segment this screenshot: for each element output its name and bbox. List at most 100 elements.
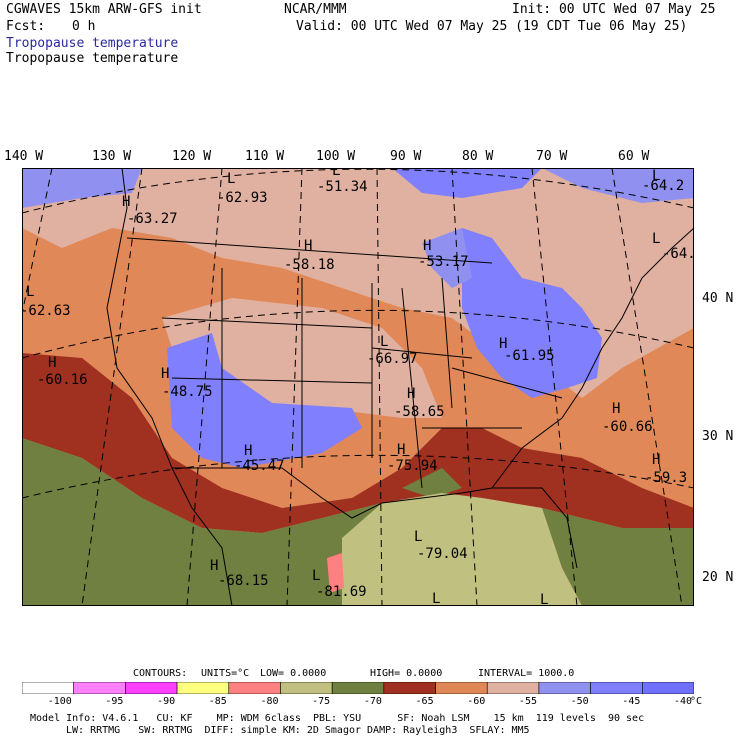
marker-value: -60.16 [37,372,88,388]
marker-letter: H [210,558,218,574]
marker-value: -64.2 [642,178,684,194]
marker-letter: H [499,336,507,352]
lat-label: 30 N [702,429,734,444]
marker-value: -48.75 [162,384,213,400]
marker-value: -63.27 [127,211,178,227]
band-purple-ne [542,168,694,203]
lon-label: 110 W [245,149,285,164]
marker-value: -81.69 [316,584,367,600]
marker-value: -53.17 [418,254,469,270]
colorbar-swatch [435,682,488,694]
marker-letter: H [397,442,405,458]
contours-interval: INTERVAL= 1000.0 [478,668,575,679]
lon-label: 80 W [462,149,494,164]
lon-label: 100 W [316,149,356,164]
colorbar-tick-label: -75 [312,696,331,707]
marker-letter: L [652,231,660,247]
marker-value: -61.95 [504,348,555,364]
colorbar-swatch [538,682,591,694]
contours-units: UNITS=°C [201,668,250,679]
lat-label: 40 N [702,291,734,306]
colorbar-swatch [383,682,436,694]
marker-letter: H [161,366,169,382]
tropopause-temperature-map: L -62.93 L -51.34 L -64.2 H -63.27 H -58… [22,168,694,606]
lon-label: 120 W [172,149,212,164]
band-blue-northeast [462,228,602,398]
field-title: Tropopause temperature [6,51,179,66]
marker-letter: H [122,194,130,210]
colorbar-unit: °C [690,696,703,707]
marker-value: -45.47 [234,458,285,474]
init-time: Init: 00 UTC Wed 07 May 25 [512,2,716,17]
band-lightolive-gulf [342,493,582,606]
band-olive-gulfcoast [402,468,462,498]
colorbar-swatch [486,682,540,694]
lon-label: 140 W [4,149,44,164]
colorbar-tick-label: -45 [622,696,641,707]
colorbar-tick-label: -40 [674,696,693,707]
fcst-value: 0 h [72,19,96,34]
model-title: CGWAVES 15km ARW-GFS init [6,2,202,17]
colorbar-swatch [176,682,230,694]
colorbar-tick-label: -85 [208,696,227,707]
colorbar-swatch [331,682,385,694]
marker-value: -68.15 [218,573,269,589]
marker-value: -59.3 [645,470,687,486]
projection-grid [22,168,694,606]
marker-value: -62.93 [217,190,268,206]
model-info-line2: LW: RRTMG SW: RRTMG DIFF: simple KM: 2D … [66,725,530,736]
colorbar-tick-label: -65 [415,696,434,707]
contours-high: HIGH= 0.0000 [370,668,443,679]
marker-value: -51.34 [317,179,368,195]
colorbar-tick-label: -80 [260,696,279,707]
band-purple-greatlakes [422,228,472,288]
colorbar-tick-label: -95 [105,696,124,707]
lon-label: 70 W [536,149,568,164]
marker-value: -58.65 [394,404,445,420]
colorbar-tick-label: -60 [467,696,486,707]
band-olive-southwest [22,438,402,606]
pressure-markers: L -62.93 L -51.34 L -64.2 H -63.27 H -58… [22,168,694,606]
colorbar-swatch [228,682,281,694]
band-salmon-spot [327,553,344,593]
band-blue-southwest [167,333,362,468]
marker-letter: L [312,568,320,584]
colorbar-swatch [280,682,333,694]
marker-value: -75.94 [387,458,438,474]
marker-letter: L [26,284,34,300]
colorbar-tick-label: -50 [570,696,589,707]
band-olive-southeast [542,508,694,606]
marker-letter: H [244,443,252,459]
marker-letter: L [540,592,548,606]
marker-letter: H [423,238,431,254]
marker-letter: H [612,401,620,417]
model-info-line1: Model Info: V4.6.1 CU: KF MP: WDM 6class… [30,713,645,724]
colorbar-tick-label: -70 [363,696,382,707]
lon-label: 130 W [92,149,132,164]
marker-value: -58.18 [284,257,335,273]
marker-letter: H [652,452,660,468]
colorbar-swatch [642,682,694,694]
lon-label: 60 W [618,149,650,164]
marker-value: -79.04 [417,546,468,562]
marker-letter: H [407,386,415,402]
lat-label: 20 N [702,570,734,585]
fcst-label: Fcst: [6,19,46,34]
colorbar-swatch [590,682,643,694]
marker-letter: L [414,529,422,545]
field-title-blue: Tropopause temperature [6,36,179,51]
marker-letter: L [652,168,660,184]
colorbar-tick-label: -100 [47,696,72,707]
colorbar-tick-label: -90 [157,696,176,707]
colorbar-swatch [125,682,178,694]
marker-letter: L [432,591,440,606]
marker-letter: L [332,168,340,179]
marker-value: -60.66 [602,419,653,435]
colorbar-swatch [73,682,126,694]
band-purple-nw [22,168,142,208]
colorbar-swatch [22,682,74,694]
contours-low: LOW= 0.0000 [260,668,327,679]
political-boundaries [106,168,694,606]
lon-label: 90 W [390,149,422,164]
marker-value: -64.5 [662,246,694,262]
